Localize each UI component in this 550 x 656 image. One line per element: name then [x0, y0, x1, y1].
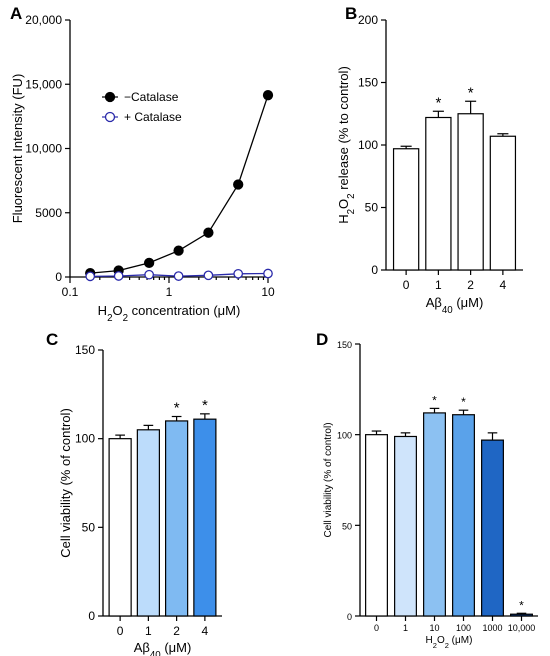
b-x-tick-label: 4: [500, 278, 507, 292]
b-bar: [392, 148, 420, 271]
panel-d: D 0 50 100 150 0 1 10 * 100 * 1000 10,000 * Cell viab…: [316, 330, 538, 650]
b-x-tick-label: 1: [435, 278, 442, 292]
d-significance-star: *: [432, 393, 437, 407]
panel-a-label: A: [10, 4, 22, 23]
d-x-tick-label: 1000: [482, 623, 502, 633]
d-significance-star: *: [461, 395, 466, 409]
b-y-tick-label: 100: [358, 138, 378, 152]
a-legend-marker: [104, 111, 116, 123]
d-significance-star: *: [519, 598, 524, 612]
a-point-1: [144, 269, 154, 280]
b-y-tick-label: 0: [371, 263, 378, 277]
d-x-tick-label: 100: [456, 623, 471, 633]
c-significance-star: *: [202, 397, 208, 414]
a-point-0: [173, 245, 184, 256]
c-x-tick-label: 1: [145, 624, 152, 638]
c-bar: [136, 429, 160, 617]
a-y-tick-label: 0: [55, 270, 62, 284]
a-x-tick-label: 1: [166, 285, 173, 299]
a-point-1: [173, 271, 184, 281]
c-x-axis-label: Aβ40 (μM): [134, 640, 192, 656]
d-bar: [481, 439, 504, 617]
panel-d-label: D: [316, 330, 328, 349]
b-y-tick-label: 200: [358, 13, 378, 27]
d-bar: [365, 434, 388, 617]
d-bar: [394, 435, 417, 617]
c-y-tick-label: 50: [82, 520, 96, 534]
panel-b-label: B: [345, 4, 357, 23]
b-significance-star: *: [435, 94, 441, 111]
d-bar: [423, 412, 446, 617]
c-y-tick-label: 100: [75, 432, 95, 446]
d-x-tick-label: 0: [374, 623, 379, 633]
panel-c-label: C: [46, 330, 58, 349]
d-x-tick-label: 1: [403, 623, 408, 633]
a-legend-marker: [104, 91, 116, 103]
b-x-axis-label: Aβ40 (μM): [426, 295, 484, 316]
c-bar: [193, 418, 217, 617]
a-y-axis-label: Fluorescent Intensity (FU): [10, 74, 25, 224]
c-x-tick-label: 2: [173, 624, 180, 638]
a-y-tick-label: 5000: [35, 206, 62, 220]
a-point-1: [233, 268, 244, 279]
a-y-tick-label: 10,000: [25, 142, 62, 156]
c-y-tick-label: 0: [88, 609, 95, 623]
a-x-tick-label: 10: [261, 285, 275, 299]
a-x-tick-label: 0.1: [62, 285, 79, 299]
d-y-tick-label: 0: [347, 612, 352, 622]
a-point-0: [233, 179, 244, 190]
a-x-axis-label: H2O2 concentration (μM): [98, 303, 241, 324]
b-significance-star: *: [468, 84, 474, 101]
a-y-tick-label: 20,000: [25, 13, 62, 27]
a-y-tick-label: 15,000: [25, 77, 62, 91]
a-point-1: [85, 271, 96, 282]
panel-c: C 0 50 100 150 0 1 2 * 4 * Cell viability (% of co…: [46, 330, 222, 656]
a-point-0: [143, 257, 155, 269]
panel-b: B 0 50 100 150 200 0 1 * 2 * 4 H2O2 release (% to c…: [336, 4, 523, 316]
c-x-tick-label: 0: [117, 624, 124, 638]
a-point-0: [262, 90, 274, 101]
a-point-1: [113, 271, 124, 281]
b-y-axis-label: H2O2 release (% to control): [336, 66, 357, 224]
c-y-axis-label: Cell viability (% of control): [58, 408, 73, 558]
d-x-axis-label: H2O2 (μM): [426, 635, 473, 650]
c-y-tick-label: 150: [75, 343, 95, 357]
b-bar: [489, 135, 517, 271]
panel-a: A 0 5000 10,000 15,000 20,000 0.1 1 10 −Catalase…: [10, 4, 275, 324]
d-y-tick-label: 150: [337, 340, 352, 350]
c-bar: [108, 438, 132, 617]
d-x-tick-label: 10,000: [508, 623, 536, 633]
d-bar: [452, 414, 475, 617]
d-x-tick-label: 10: [429, 623, 439, 633]
b-bar: [457, 113, 484, 271]
c-x-tick-label: 4: [202, 624, 209, 638]
b-bar: [425, 116, 452, 271]
d-y-axis-label: Cell viability (% of control): [323, 422, 334, 537]
b-y-tick-label: 50: [365, 201, 379, 215]
a-point-1: [263, 268, 273, 279]
d-y-tick-label: 100: [337, 431, 352, 441]
d-bar: [510, 613, 533, 617]
a-legend-label: + Catalase: [124, 110, 182, 124]
b-y-tick-label: 150: [358, 76, 378, 90]
c-bar: [165, 420, 189, 617]
b-x-tick-label: 0: [403, 278, 410, 292]
c-significance-star: *: [174, 400, 180, 417]
a-point-0: [203, 227, 214, 238]
d-y-tick-label: 50: [342, 521, 352, 531]
b-x-tick-label: 2: [467, 278, 474, 292]
a-legend-label: −Catalase: [124, 90, 179, 104]
a-point-1: [203, 270, 214, 281]
